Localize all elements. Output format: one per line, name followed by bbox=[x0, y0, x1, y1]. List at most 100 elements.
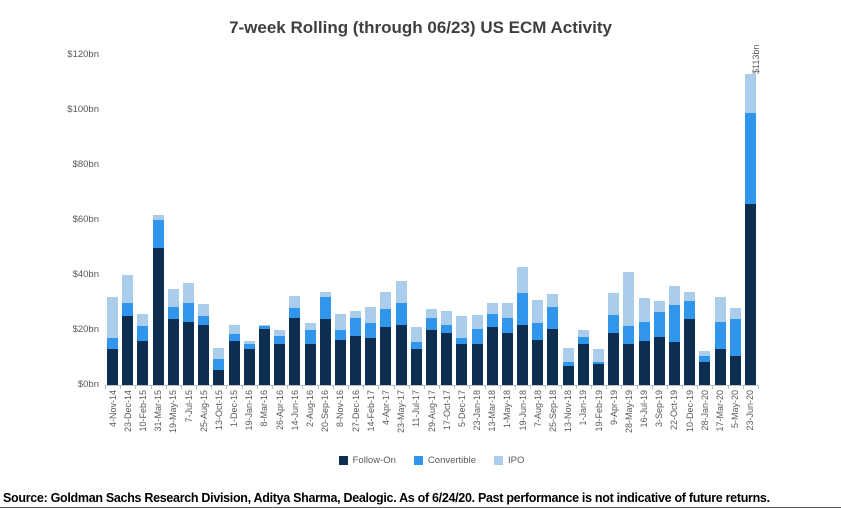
x-axis-tick bbox=[545, 386, 547, 389]
bar-segment-convertible bbox=[547, 306, 559, 329]
bar-segment-ipo bbox=[410, 327, 422, 343]
bar-segment-ipo bbox=[228, 324, 240, 335]
bar-segment-ipo bbox=[501, 302, 513, 318]
legend: Follow-On Convertible IPO bbox=[105, 455, 758, 466]
bar-segment-ipo bbox=[258, 324, 270, 326]
x-axis-tick bbox=[332, 386, 334, 389]
x-axis-tick bbox=[347, 386, 349, 389]
x-axis-tick bbox=[439, 386, 441, 389]
x-axis-category-label: 3-Sep-19 bbox=[654, 390, 665, 428]
bar-segment-convertible bbox=[501, 317, 513, 333]
bar-segment-followon bbox=[380, 327, 392, 385]
legend-item-convertible: Convertible bbox=[413, 455, 476, 466]
bar-segment-convertible bbox=[213, 358, 225, 370]
bar-segment-convertible bbox=[486, 313, 498, 328]
bar-segment-convertible bbox=[653, 312, 665, 337]
x-axis-category-label: 19-Jun-18 bbox=[517, 390, 528, 431]
bar-segment-convertible bbox=[638, 321, 650, 341]
x-axis-tick bbox=[697, 386, 699, 389]
x-axis-category-label: 1-Jan-19 bbox=[578, 390, 589, 426]
bar-segment-followon bbox=[638, 341, 650, 385]
x-axis-tick bbox=[651, 386, 653, 389]
x-axis-tick bbox=[120, 386, 122, 389]
bar-segment-followon bbox=[258, 328, 270, 385]
bar-segment-convertible bbox=[107, 338, 119, 350]
bar-segment-ipo bbox=[653, 301, 665, 313]
x-axis-category-label: 5-Dec-17 bbox=[456, 390, 467, 428]
bar-segment-convertible bbox=[729, 319, 741, 357]
bar-segment-followon bbox=[304, 343, 316, 385]
x-axis-category-label: 10-Dec-19 bbox=[684, 390, 695, 433]
bar-segment-followon bbox=[744, 203, 756, 385]
bar-segment-ipo bbox=[334, 313, 346, 330]
x-axis-category-label: 19-May-15 bbox=[168, 390, 179, 434]
legend-swatch-follow-on bbox=[338, 456, 348, 465]
x-axis-tick bbox=[378, 386, 380, 389]
bar-segment-ipo bbox=[547, 294, 559, 307]
x-axis-tick bbox=[363, 386, 365, 389]
legend-item-ipo: IPO bbox=[493, 455, 525, 466]
bar-segment-followon bbox=[562, 365, 574, 385]
bar-segment-followon bbox=[350, 335, 362, 385]
bar-segment-followon bbox=[517, 324, 529, 385]
x-axis-category-label: 10-Feb-15 bbox=[137, 390, 148, 432]
bar-segment-convertible bbox=[593, 361, 605, 365]
bar-segment-convertible bbox=[228, 334, 240, 341]
x-axis-category-label: 17-Mar-20 bbox=[715, 390, 726, 432]
x-axis-category-label: 9-Apr-19 bbox=[608, 390, 619, 426]
bar-segment-followon bbox=[532, 339, 544, 385]
bar-segment-ipo bbox=[152, 214, 164, 220]
bar-segment-ipo bbox=[274, 330, 286, 336]
legend-label-convertible: Convertible bbox=[427, 455, 476, 466]
bar-segment-convertible bbox=[426, 317, 437, 330]
legend-label-follow-on: Follow-On bbox=[352, 455, 396, 466]
x-axis-tick bbox=[196, 386, 198, 389]
x-axis-tick bbox=[241, 386, 243, 389]
bar-segment-convertible bbox=[577, 336, 589, 344]
legend-label-ipo: IPO bbox=[507, 455, 525, 466]
x-axis-tick bbox=[606, 386, 608, 389]
bar-segment-convertible bbox=[183, 302, 195, 322]
bar-segment-ipo bbox=[183, 283, 195, 303]
x-axis-category-label: 25-Sep-18 bbox=[547, 390, 558, 433]
bar-segment-convertible bbox=[365, 323, 377, 339]
bar-segment-followon bbox=[593, 364, 605, 385]
bar-segment-ipo bbox=[623, 272, 635, 326]
bar-segment-ipo bbox=[304, 323, 316, 330]
bar-segment-ipo bbox=[289, 295, 301, 308]
bar-segment-convertible bbox=[410, 342, 422, 350]
bar-segment-ipo bbox=[380, 291, 392, 310]
x-axis-tick bbox=[636, 386, 638, 389]
bar-segment-followon bbox=[183, 321, 195, 385]
x-axis-tick bbox=[560, 386, 562, 389]
bar-segment-convertible bbox=[668, 305, 680, 343]
x-axis-category-label: 4-Apr-17 bbox=[380, 390, 391, 426]
bar-segment-ipo bbox=[729, 308, 741, 319]
x-axis-tick bbox=[302, 386, 304, 389]
x-axis-tick bbox=[530, 386, 532, 389]
bar-segment-followon bbox=[547, 328, 559, 385]
x-axis-tick bbox=[742, 386, 744, 389]
y-axis-label: $100bn bbox=[67, 104, 99, 115]
bar-segment-ipo bbox=[668, 286, 680, 306]
bar-segment-convertible bbox=[289, 308, 301, 318]
x-axis-category-label: 14-Jun-16 bbox=[289, 390, 300, 431]
bar-segment-convertible bbox=[380, 309, 392, 328]
bar-segment-followon bbox=[334, 339, 346, 385]
y-axis-label: $60bn bbox=[72, 214, 99, 225]
y-axis-label: $120bn bbox=[67, 49, 99, 60]
bar-segment-convertible bbox=[532, 323, 544, 340]
bar-segment-convertible bbox=[198, 316, 210, 325]
x-axis-category-label: 23-May-17 bbox=[396, 390, 407, 434]
bar-segment-convertible bbox=[258, 325, 270, 329]
x-axis-category-label: 7-Jul-15 bbox=[183, 390, 194, 423]
chart-title: 7-week Rolling (through 06/23) US ECM Ac… bbox=[229, 18, 612, 37]
x-axis-category-label: 13-Nov-18 bbox=[563, 390, 574, 433]
bar-segment-followon bbox=[289, 317, 301, 385]
bar-segment-ipo bbox=[471, 314, 483, 329]
bar-value-annotation: $113bn bbox=[751, 44, 762, 74]
x-axis-tick bbox=[682, 386, 684, 389]
x-axis-tick bbox=[712, 386, 714, 389]
y-axis-label: $80bn bbox=[72, 159, 99, 170]
bar-segment-ipo bbox=[198, 303, 210, 317]
